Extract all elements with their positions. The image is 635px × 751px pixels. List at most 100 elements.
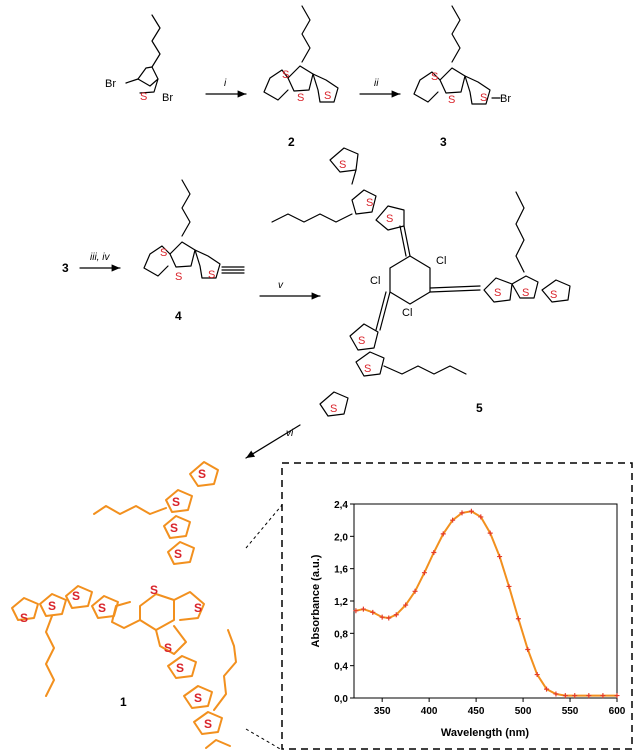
y-tick-labels: 0,0 0,4 0,8 1,2 1,6 2,0 2,4 [334, 500, 348, 705]
sulfur-atom: S [494, 287, 501, 299]
dibromohexylthiophene: Br S Br [105, 14, 173, 104]
data-point [572, 693, 578, 699]
sulfur-atom: S [174, 547, 182, 561]
sulfur-atom: S [550, 289, 557, 301]
data-point [360, 606, 366, 612]
y-tick-label: 1,2 [334, 597, 348, 608]
x-tick-label: 350 [374, 706, 391, 717]
sulfur-atom: S [20, 611, 28, 625]
sulfur-atom: S [358, 335, 365, 347]
y-tick-label: 0,8 [334, 629, 348, 640]
y-tick-label: 1,6 [334, 565, 348, 576]
compound-number-2: 2 [288, 135, 295, 149]
reagent-label-v: v [278, 280, 284, 291]
reagent-label-vi: vi [286, 428, 294, 439]
sulfur-atom: S [194, 601, 202, 615]
sulfur-atom: S [522, 287, 529, 299]
data-point [468, 508, 474, 514]
data-point [515, 616, 521, 622]
data-point [534, 672, 540, 678]
absorbance-chart: 350 400 450 500 550 600 0,0 0,4 0,8 1,2 … [310, 500, 626, 739]
data-point [487, 530, 493, 536]
sulfur-atom: S [324, 90, 331, 102]
data-point [553, 691, 559, 697]
compound-number-3: 3 [440, 135, 447, 149]
data-point [393, 612, 399, 618]
data-point [412, 588, 418, 594]
sulfur-atom: S [176, 661, 184, 675]
sulfur-atom: S [366, 197, 373, 209]
terthiophene-2: S S S 2 [263, 5, 339, 149]
axis-ticks [350, 503, 618, 702]
sulfur-atom: S [175, 271, 182, 283]
sulfur-atom: S [98, 601, 106, 615]
data-point [386, 615, 392, 621]
sulfur-atom: S [431, 71, 438, 83]
sulfur-atom: S [150, 583, 158, 597]
sulfur-atom: S [297, 92, 304, 104]
bromine-atom: Br [162, 92, 173, 104]
x-axis-label: Wavelength (nm) [441, 727, 530, 739]
sulfur-atom: S [330, 403, 337, 415]
data-point [586, 693, 592, 699]
x-tick-label: 450 [468, 706, 485, 717]
bromoterthiophene-3: S S S Br 3 [413, 5, 511, 149]
data-point [421, 570, 427, 576]
chlorine-atom: Cl [436, 255, 446, 267]
sulfur-atom: S [448, 94, 455, 106]
y-tick-label: 0,4 [334, 662, 348, 673]
zoom-callout-box [281, 462, 633, 750]
reagent-label-ii: ii [374, 78, 379, 89]
compound-number-5: 5 [476, 401, 483, 415]
x-tick-label: 400 [421, 706, 438, 717]
data-point [497, 554, 503, 560]
trichlorobenzene-star-5: S S S Cl Cl Cl S S S S S S 5 [271, 147, 571, 417]
chlorine-atom: Cl [402, 307, 412, 319]
data-point [353, 608, 359, 614]
data-point [614, 693, 620, 699]
x-tick-label: 550 [562, 706, 579, 717]
data-point [506, 583, 512, 589]
data-point [459, 510, 465, 516]
y-tick-label: 2,0 [334, 532, 348, 543]
sulfur-atom: S [204, 717, 212, 731]
data-point [370, 609, 376, 615]
reagent-label-iii-iv: iii, iv [90, 252, 110, 263]
plot-frame [353, 503, 618, 699]
absorbance-series-line [355, 510, 617, 697]
sulfur-atom: S [198, 467, 206, 481]
chlorine-atom: Cl [370, 275, 380, 287]
sulfur-atom: S [172, 495, 180, 509]
sulfur-atom: S [164, 641, 172, 655]
compound-number-1: 1 [120, 695, 127, 709]
data-point [525, 647, 531, 652]
series-markers [353, 508, 620, 699]
data-point [562, 693, 568, 699]
sulfur-atom: S [386, 213, 393, 225]
x-tick-label: 500 [515, 706, 532, 717]
data-point [403, 602, 409, 608]
compound-number-4: 4 [175, 309, 182, 323]
star-oligothiophene-1: S S S S S S S S S S S S S S 1 [11, 461, 237, 749]
ethynylterthiophene-4: S S S 4 [143, 179, 245, 323]
x-tick-labels: 350 400 450 500 550 600 [374, 706, 626, 717]
y-axis-label: Absorbance (a.u.) [310, 554, 322, 647]
sulfur-atom: S [364, 363, 371, 375]
sulfur-atom: S [208, 269, 215, 281]
zoom-line-top [245, 504, 283, 549]
sulfur-atom: S [72, 589, 80, 603]
reaction-arrow-vi [245, 424, 301, 459]
y-tick-label: 0,0 [334, 694, 348, 705]
sulfur-atom: S [48, 599, 56, 613]
data-point [478, 514, 484, 520]
sulfur-atom: S [282, 69, 289, 81]
data-point [440, 531, 446, 537]
compound-reference-3: 3 [62, 261, 69, 275]
sulfur-atom: S [170, 521, 178, 535]
sulfur-atom: S [339, 159, 346, 171]
data-point [544, 686, 550, 692]
zoom-line-bottom [245, 728, 283, 751]
sulfur-atom: S [140, 91, 147, 103]
sulfur-atom: S [480, 92, 487, 104]
